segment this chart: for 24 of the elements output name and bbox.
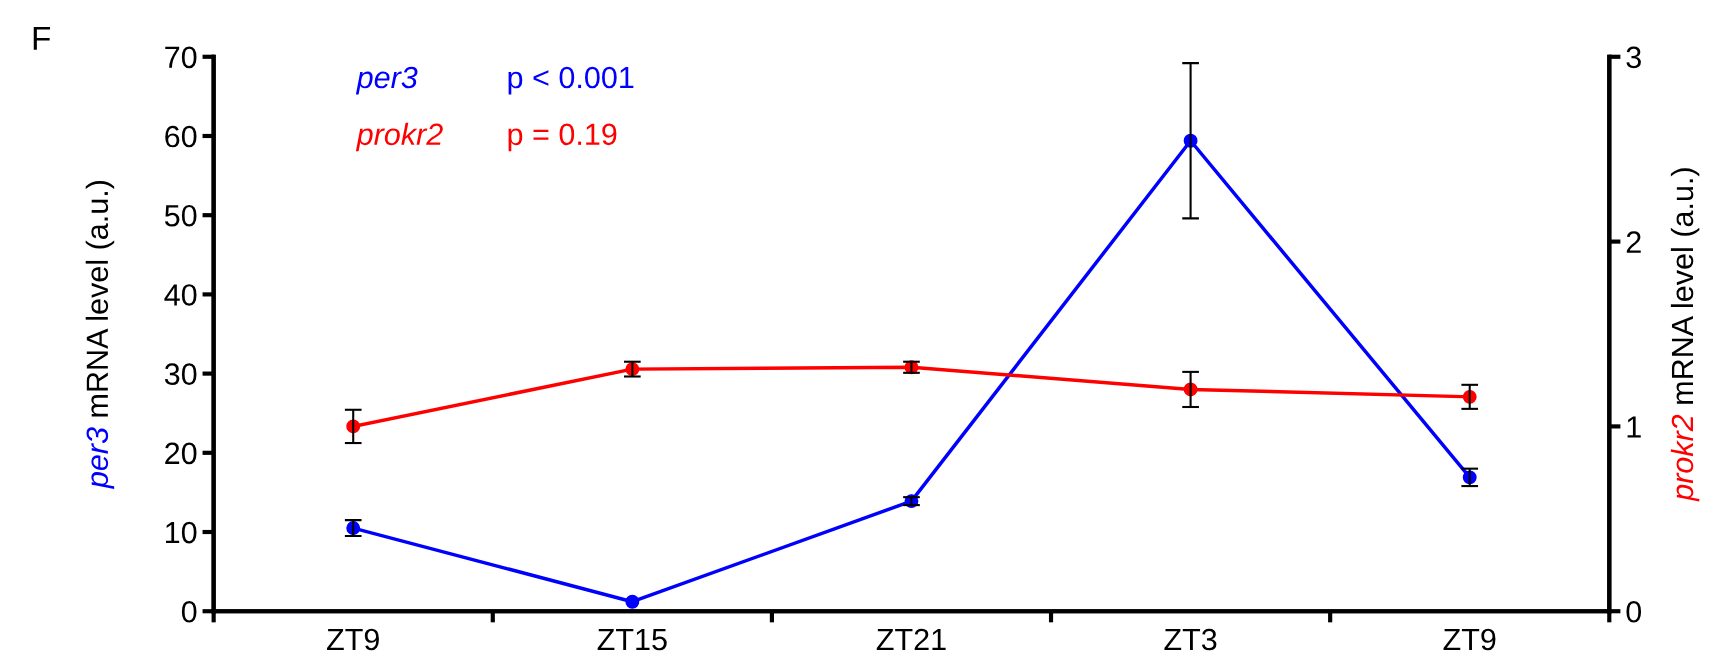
x-tick-label: ZT21 <box>876 628 946 651</box>
y2-tick-label: 0 <box>1626 600 1642 623</box>
y-tick-label: 20 <box>165 442 197 465</box>
y2-tick-label: 1 <box>1627 416 1641 438</box>
x-tick-label: ZT15 <box>597 629 667 651</box>
y-tick-label: 50 <box>164 204 197 227</box>
text: per3 <box>355 66 418 95</box>
y-axis-title: per3 mRNA level (a.u.) <box>85 180 115 489</box>
y2-tick-label: 2 <box>1626 231 1641 253</box>
y2-axis-title: prokr2 mRNA level (a.u.) <box>1670 168 1700 502</box>
y-tick-label: 0 <box>181 600 197 623</box>
y-tick-label: 60 <box>165 125 197 148</box>
x-tick-label: ZT9 <box>327 628 379 651</box>
y-tick-label: 10 <box>166 521 197 544</box>
x-tick-label: ZT3 <box>1164 628 1217 651</box>
y-tick-label: 70 <box>165 46 197 69</box>
text: F <box>33 26 51 50</box>
y2-tick-label: 3 <box>1626 46 1641 69</box>
annotation: p < 0.001 <box>508 66 634 95</box>
y-tick-label: 40 <box>164 284 197 306</box>
text: prokr2 <box>355 122 443 152</box>
y-tick-label: 30 <box>164 363 197 385</box>
annotation: p = 0.19 <box>508 123 617 152</box>
x-tick-label: ZT9 <box>1443 628 1496 651</box>
